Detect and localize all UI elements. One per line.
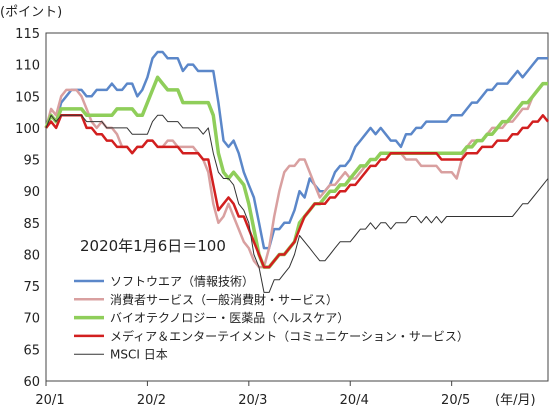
x-axis-ticks: 20/1 20/2 20/3 20/4 20/5 [35, 381, 470, 408]
y-tick-label: 90 [23, 185, 40, 200]
x-tick-label: 20/2 [137, 393, 166, 408]
x-unit-label: (年/月) [495, 393, 536, 408]
y-tick-label: 75 [23, 280, 40, 295]
legend-label: MSCI 日本 [110, 348, 168, 362]
y-tick-label: 100 [15, 122, 40, 137]
y-tick-label: 85 [23, 217, 40, 232]
y-tick-label: 65 [23, 343, 40, 358]
y-tick-label: 115 [15, 27, 40, 42]
series-lines [44, 50, 549, 293]
chart-annotation: 2020年1月6日＝100 [80, 237, 226, 255]
x-tick-label: 20/1 [35, 393, 64, 408]
series-line-0 [44, 50, 548, 250]
y-tick-label: 70 [23, 312, 40, 327]
series-line-3 [45, 114, 549, 269]
y-tick-label: 80 [23, 248, 40, 263]
legend-label: 消費者サービス（一般消費財・サービス） [110, 292, 338, 307]
y-tick-label: 110 [15, 59, 40, 74]
series-line-4 [45, 114, 549, 293]
legend-label: バイオテクノロジー・医薬品（ヘルスケア） [110, 311, 349, 325]
y-tick-label: 60 [23, 375, 40, 390]
legend-label: メディア＆エンターテイメント（コミュニケーション・サービス） [110, 328, 469, 343]
y-tick-label: 95 [23, 154, 40, 169]
y-unit-label: (ポイント) [0, 5, 62, 20]
x-tick-label: 20/4 [340, 393, 369, 408]
y-axis-ticks: 60 65 70 75 80 85 90 95 100 105 110 115 [15, 27, 40, 390]
y-tick-label: 105 [15, 90, 40, 105]
plot-frame [45, 32, 549, 382]
legend: ソフトウエア（情報技術） 消費者サービス（一般消費財・サービス） バイオテクノロジー… [74, 275, 469, 362]
x-tick-label: 20/3 [238, 393, 267, 408]
x-tick-label: 20/5 [441, 393, 470, 408]
legend-label: ソフトウエア（情報技術） [110, 275, 254, 289]
